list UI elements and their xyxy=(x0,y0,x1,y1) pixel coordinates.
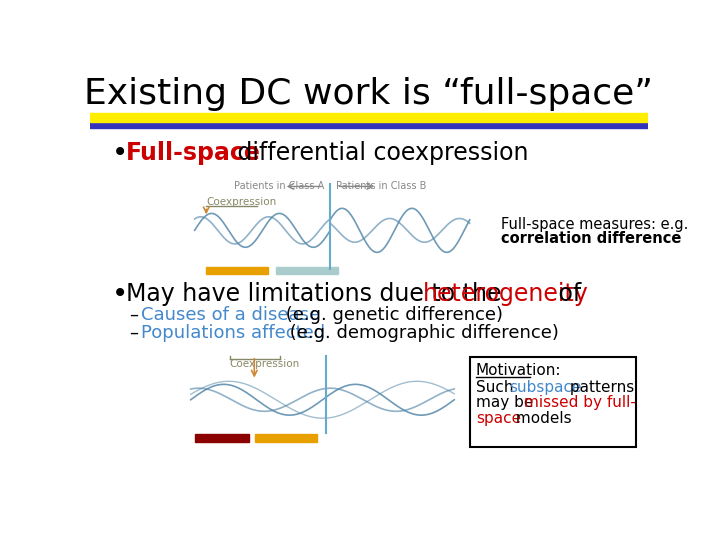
Text: •: • xyxy=(112,139,128,167)
Text: –: – xyxy=(129,324,138,342)
Bar xyxy=(90,122,648,128)
Text: Populations affected: Populations affected xyxy=(141,324,325,342)
Text: Full-space: Full-space xyxy=(126,141,261,165)
Text: may be: may be xyxy=(476,395,539,410)
Text: differential coexpression: differential coexpression xyxy=(230,141,528,165)
Text: subspace: subspace xyxy=(509,380,581,395)
Text: of: of xyxy=(551,282,581,306)
Text: Full-space measures: e.g.: Full-space measures: e.g. xyxy=(500,218,688,232)
Bar xyxy=(194,434,249,442)
Text: models: models xyxy=(511,411,572,426)
Bar xyxy=(90,112,648,122)
Text: Patients in Class B: Patients in Class B xyxy=(336,181,427,192)
Text: patterns: patterns xyxy=(565,380,634,395)
Text: correlation difference: correlation difference xyxy=(500,231,681,246)
Text: •: • xyxy=(112,280,128,308)
Text: heterogeneity: heterogeneity xyxy=(423,282,588,306)
Text: missed by full-: missed by full- xyxy=(524,395,636,410)
Text: Causes of a disease: Causes of a disease xyxy=(141,306,320,324)
Bar xyxy=(206,267,269,274)
Text: –: – xyxy=(129,306,138,324)
Text: (e.g. demographic difference): (e.g. demographic difference) xyxy=(284,324,559,342)
Text: May have limitations due to the: May have limitations due to the xyxy=(126,282,508,306)
Text: Patients in Class A: Patients in Class A xyxy=(234,181,324,192)
Text: Such: Such xyxy=(476,380,518,395)
Bar xyxy=(276,267,338,274)
Text: Coexpression: Coexpression xyxy=(206,197,276,207)
Text: space: space xyxy=(476,411,521,426)
Bar xyxy=(469,356,636,448)
Text: Motivation:: Motivation: xyxy=(476,363,562,378)
Text: Coexpression: Coexpression xyxy=(230,359,300,369)
Bar xyxy=(255,434,317,442)
Text: Existing DC work is “full-space”: Existing DC work is “full-space” xyxy=(84,77,654,111)
Text: (e.g. genetic difference): (e.g. genetic difference) xyxy=(280,306,503,324)
